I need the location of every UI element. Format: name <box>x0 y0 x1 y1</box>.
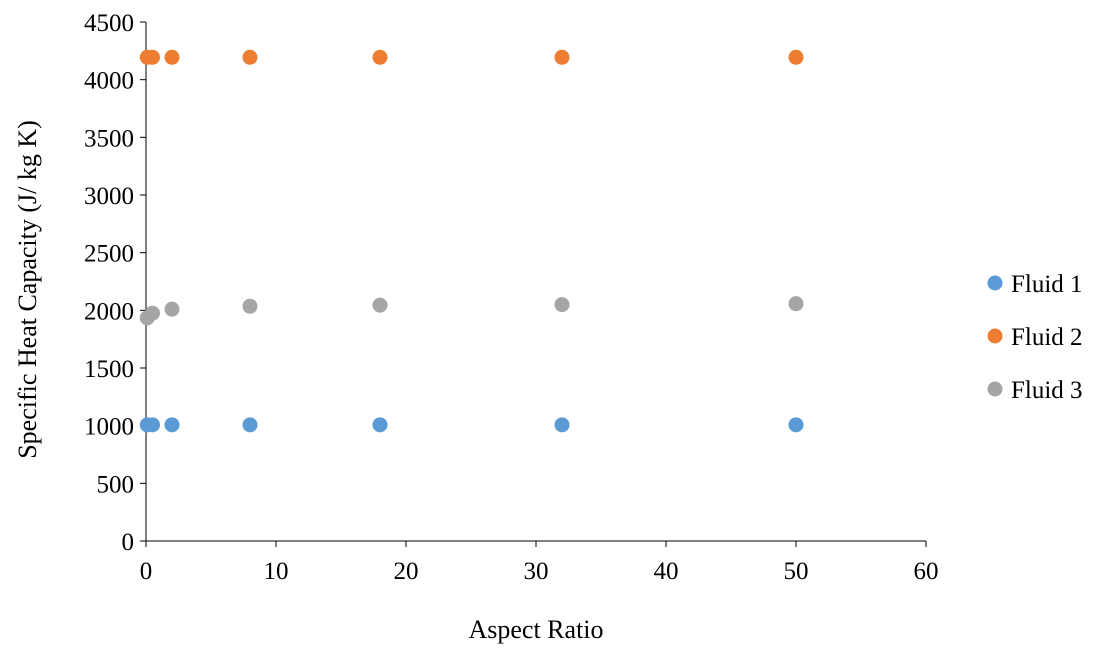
axes <box>145 22 926 542</box>
y-tick-label: 1500 <box>84 356 134 383</box>
series-2 <box>139 49 804 65</box>
legend-label: Fluid 1 <box>1011 271 1083 298</box>
legend-item: Fluid 2 <box>987 324 1083 351</box>
y-tick-label: 0 <box>122 529 135 556</box>
data-point <box>164 49 180 65</box>
y-tick-label: 500 <box>97 471 135 498</box>
x-tick-label: 60 <box>914 558 939 585</box>
y-tick-label: 3000 <box>84 183 134 210</box>
y-tick-label: 1000 <box>84 414 134 441</box>
x-tick-label: 50 <box>784 558 809 585</box>
series-1 <box>139 417 804 433</box>
legend-label: Fluid 3 <box>1011 377 1083 404</box>
data-point <box>145 417 160 433</box>
y-tick-label: 2000 <box>84 298 134 325</box>
legend-marker <box>987 328 1003 344</box>
data-point <box>145 49 160 65</box>
data-point <box>242 417 258 433</box>
data-point <box>788 49 804 65</box>
y-tick-label: 4000 <box>84 68 134 95</box>
data-point <box>164 417 180 433</box>
data-point <box>242 298 258 314</box>
legend-item: Fluid 3 <box>987 377 1083 404</box>
x-axis-label: Aspect Ratio <box>468 615 603 644</box>
data-point <box>788 417 804 433</box>
x-axis-ticks: 0 10 20 30 40 50 60 <box>140 541 939 585</box>
legend: Fluid 1 Fluid 2 Fluid 3 <box>987 271 1083 404</box>
data-point <box>372 49 388 65</box>
data-point <box>164 301 180 317</box>
legend-item: Fluid 1 <box>987 271 1083 298</box>
data-point <box>554 49 570 65</box>
x-tick-label: 10 <box>264 558 289 585</box>
y-axis-label: Specific Heat Capacity (J/ kg K) <box>13 120 42 459</box>
y-axis-ticks: 0 500 1000 1500 2000 2500 3000 3500 4000 4500 <box>84 10 146 556</box>
y-tick-label: 3500 <box>84 125 134 152</box>
data-point <box>242 49 258 65</box>
series-3 <box>139 296 804 326</box>
data-point <box>554 297 570 313</box>
data-point <box>554 417 570 433</box>
legend-marker <box>987 275 1003 291</box>
y-tick-label: 2500 <box>84 241 134 268</box>
legend-marker <box>987 381 1003 397</box>
data-point <box>372 297 388 313</box>
y-tick-label: 4500 <box>84 10 134 37</box>
legend-label: Fluid 2 <box>1011 324 1083 351</box>
data-point <box>145 305 160 321</box>
x-tick-label: 0 <box>140 558 153 585</box>
data-point <box>788 296 804 312</box>
x-tick-label: 20 <box>394 558 419 585</box>
x-tick-label: 30 <box>524 558 549 585</box>
x-tick-label: 40 <box>654 558 679 585</box>
data-point <box>372 417 388 433</box>
data-points <box>139 49 804 433</box>
